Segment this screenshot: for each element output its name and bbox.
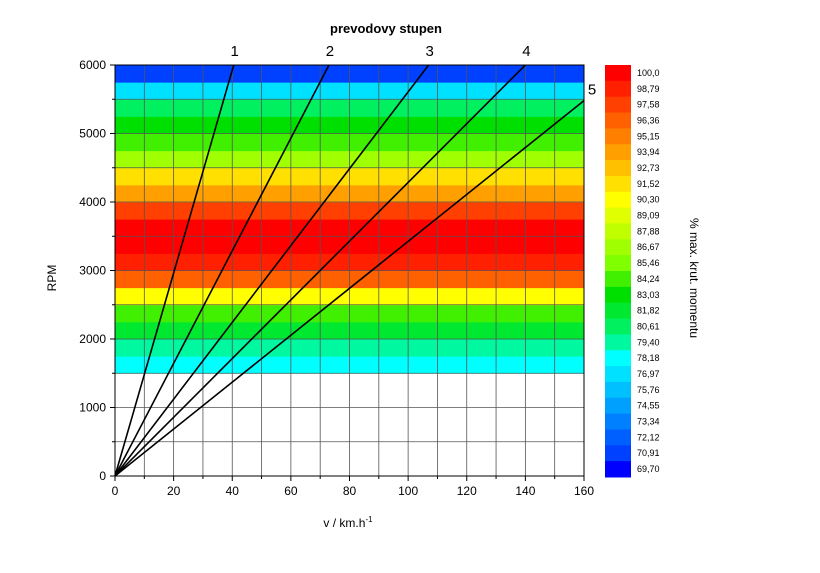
colorbar-swatch [605,366,631,383]
colorbar-label: 85,46 [637,258,660,268]
colorbar-label: 87,88 [637,226,660,236]
y-tick-label: 2000 [79,332,106,346]
gear-line-2 [114,64,330,477]
colorbar-swatch [605,350,631,367]
gear-line-4 [114,64,526,477]
colorbar-label: 95,15 [637,131,660,141]
y-tick-label: 6000 [79,58,106,72]
x-tick-label: 120 [457,484,477,498]
colorbar-swatch [605,128,631,145]
colorbar-label: 75,76 [637,385,660,395]
gear-labels: 1 2 3 4 5 [231,43,597,99]
x-tick-label: 100 [398,484,418,498]
colorbar-swatch [605,112,631,129]
x-axis-title: v / km.h-1 [323,515,373,530]
gear-line-5 [114,99,585,477]
colorbar-label: 79,40 [637,337,660,347]
colorbar-swatch [605,223,631,240]
colorbar-swatch [605,429,631,446]
gear-line-3 [114,64,430,477]
colorbar-swatch [605,160,631,177]
colorbar-swatch [605,80,631,98]
gear-lines [114,64,585,477]
colorbar-label: 74,55 [637,401,660,411]
colorbar-swatch [605,255,631,272]
colorbar-swatch [605,286,631,304]
gear-label-2: 2 [326,43,334,60]
colorbar-swatch [605,318,631,335]
colorbar-label: 86,67 [637,242,660,252]
x-tick-label: 80 [343,484,357,498]
grid [115,65,584,476]
colorbar-swatch [605,302,631,320]
y-tick-label: 0 [99,469,106,483]
colorbar-label: 91,52 [637,179,660,189]
colorbar-label: 73,34 [637,417,660,427]
colorbar-label: 69,70 [637,464,660,474]
y-tick-label: 3000 [79,264,106,278]
colorbar-swatch [605,207,631,224]
colorbar-swatch [605,239,631,256]
colorbar-label: 98,79 [637,84,660,94]
y-tick-label: 4000 [79,195,106,209]
colorbar-label: 83,03 [637,290,660,300]
colorbar-label: 81,82 [637,306,660,316]
colorbar-label: 97,58 [637,100,660,110]
x-tick-label: 40 [226,484,240,498]
colorbar-title: % max. krut. momentu [687,218,701,338]
colorbar-label: 78,18 [637,353,660,363]
colorbar-swatch [605,413,631,430]
colorbar-swatch [605,175,631,193]
colorbar-label: 89,09 [637,211,660,221]
x-tick-label: 160 [574,484,594,498]
colorbar-label: 72,12 [637,432,660,442]
y-tick-label: 5000 [79,127,106,141]
colorbar-swatch [605,445,631,462]
colorbar-label: 100,0 [637,68,660,78]
x-axis-title-exponent: -1 [365,515,373,524]
colorbar-swatch [605,191,631,209]
colorbar-label: 92,73 [637,163,660,173]
axis-ticks: 0 20 40 60 80 100 120 140 160 0 1000 2000 3000 4000 50… [79,58,594,498]
colorbar-swatch [605,334,631,351]
gear-label-3: 3 [425,43,433,60]
colorbar-swatch [605,271,631,288]
colorbar-swatch [605,461,631,478]
gear-line-1 [114,64,235,477]
y-axis-title: RPM [45,265,59,292]
gear-label-5: 5 [588,82,596,99]
colorbar-label: 90,30 [637,195,660,205]
x-tick-label: 20 [167,484,181,498]
colorbar-swatch [605,96,631,114]
colorbar-label: 93,94 [637,147,660,157]
chart-title: prevodovy stupen [330,21,442,36]
colorbar-label: 80,61 [637,321,660,331]
colorbar-swatch [605,381,631,399]
colorbar-label: 70,91 [637,448,660,458]
colorbar-label: 76,97 [637,369,660,379]
colorbar: 100,0 98,79 97,58 96,36 95,15 93,94 92,73 91,52… [605,65,660,478]
x-axis-title-main: v / km.h [323,516,365,530]
colorbar-swatch [605,144,631,161]
x-tick-label: 140 [515,484,535,498]
y-tick-label: 1000 [79,401,106,415]
gear-label-1: 1 [231,43,239,60]
gear-label-4: 4 [522,43,530,60]
colorbar-swatch [605,397,631,415]
x-tick-label: 60 [284,484,298,498]
x-tick-label: 0 [112,484,119,498]
colorbar-swatch [605,65,631,82]
colorbar-label: 96,36 [637,115,660,125]
colorbar-label: 84,24 [637,274,660,284]
